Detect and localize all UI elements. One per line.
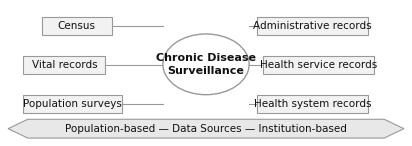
FancyBboxPatch shape bbox=[258, 95, 368, 113]
FancyBboxPatch shape bbox=[42, 17, 112, 35]
FancyBboxPatch shape bbox=[258, 17, 368, 35]
Text: Chronic Disease
Surveillance: Chronic Disease Surveillance bbox=[156, 53, 256, 76]
FancyBboxPatch shape bbox=[264, 56, 375, 74]
FancyBboxPatch shape bbox=[23, 56, 105, 74]
Text: Population-based — Data Sources — Institution-based: Population-based — Data Sources — Instit… bbox=[65, 124, 347, 134]
Ellipse shape bbox=[163, 34, 249, 95]
Polygon shape bbox=[8, 119, 404, 138]
Text: Health system records: Health system records bbox=[254, 99, 372, 109]
FancyBboxPatch shape bbox=[23, 95, 122, 113]
Text: Vital records: Vital records bbox=[32, 60, 97, 70]
Text: Population surveys: Population surveys bbox=[23, 99, 122, 109]
Text: Census: Census bbox=[58, 21, 96, 31]
Text: Administrative records: Administrative records bbox=[253, 21, 372, 31]
Text: Health service records: Health service records bbox=[260, 60, 377, 70]
